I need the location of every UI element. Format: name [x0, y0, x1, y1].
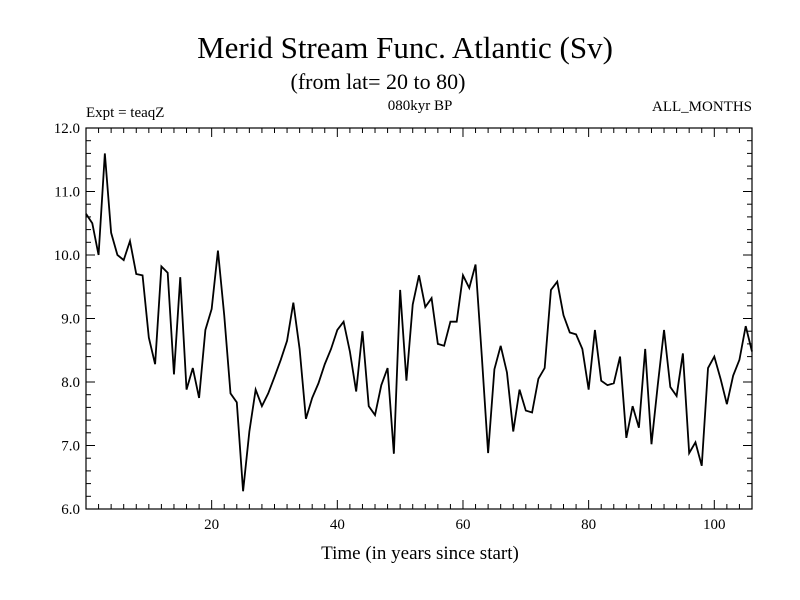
experiment-label: Expt = teaqZ [86, 105, 164, 121]
chart-title: Merid Stream Func. Atlantic (Sv) [197, 30, 613, 65]
x-axis-label: Time (in years since start) [321, 543, 519, 564]
plot-frame [85, 127, 753, 510]
x-axis: 20 40 60 80 100 [98, 128, 740, 533]
y-tick-label: 12.0 [54, 121, 80, 137]
x-tick-label: 100 [703, 517, 726, 533]
x-tick-label: 80 [581, 517, 596, 533]
y-tick-label: 10.0 [54, 248, 80, 264]
chart-subtitle: (from lat= 20 to 80) [291, 69, 466, 94]
x-tick-label: 60 [455, 517, 470, 533]
y-tick-label: 7.0 [61, 439, 80, 455]
period-label: 080kyr BP [388, 98, 453, 114]
series-layer [85, 153, 753, 492]
y-tick-label: 11.0 [54, 185, 80, 201]
y-tick-label: 6.0 [61, 502, 80, 518]
y-axis: 6.0 7.0 8.0 9.0 10.0 11.0 12.0 [54, 121, 752, 518]
x-tick-label: 40 [330, 517, 345, 533]
x-tick-label: 20 [204, 517, 219, 533]
series-line [85, 153, 753, 492]
months-label: ALL_MONTHS [652, 99, 752, 115]
y-tick-label: 9.0 [61, 312, 80, 328]
y-tick-label: 8.0 [61, 375, 80, 391]
